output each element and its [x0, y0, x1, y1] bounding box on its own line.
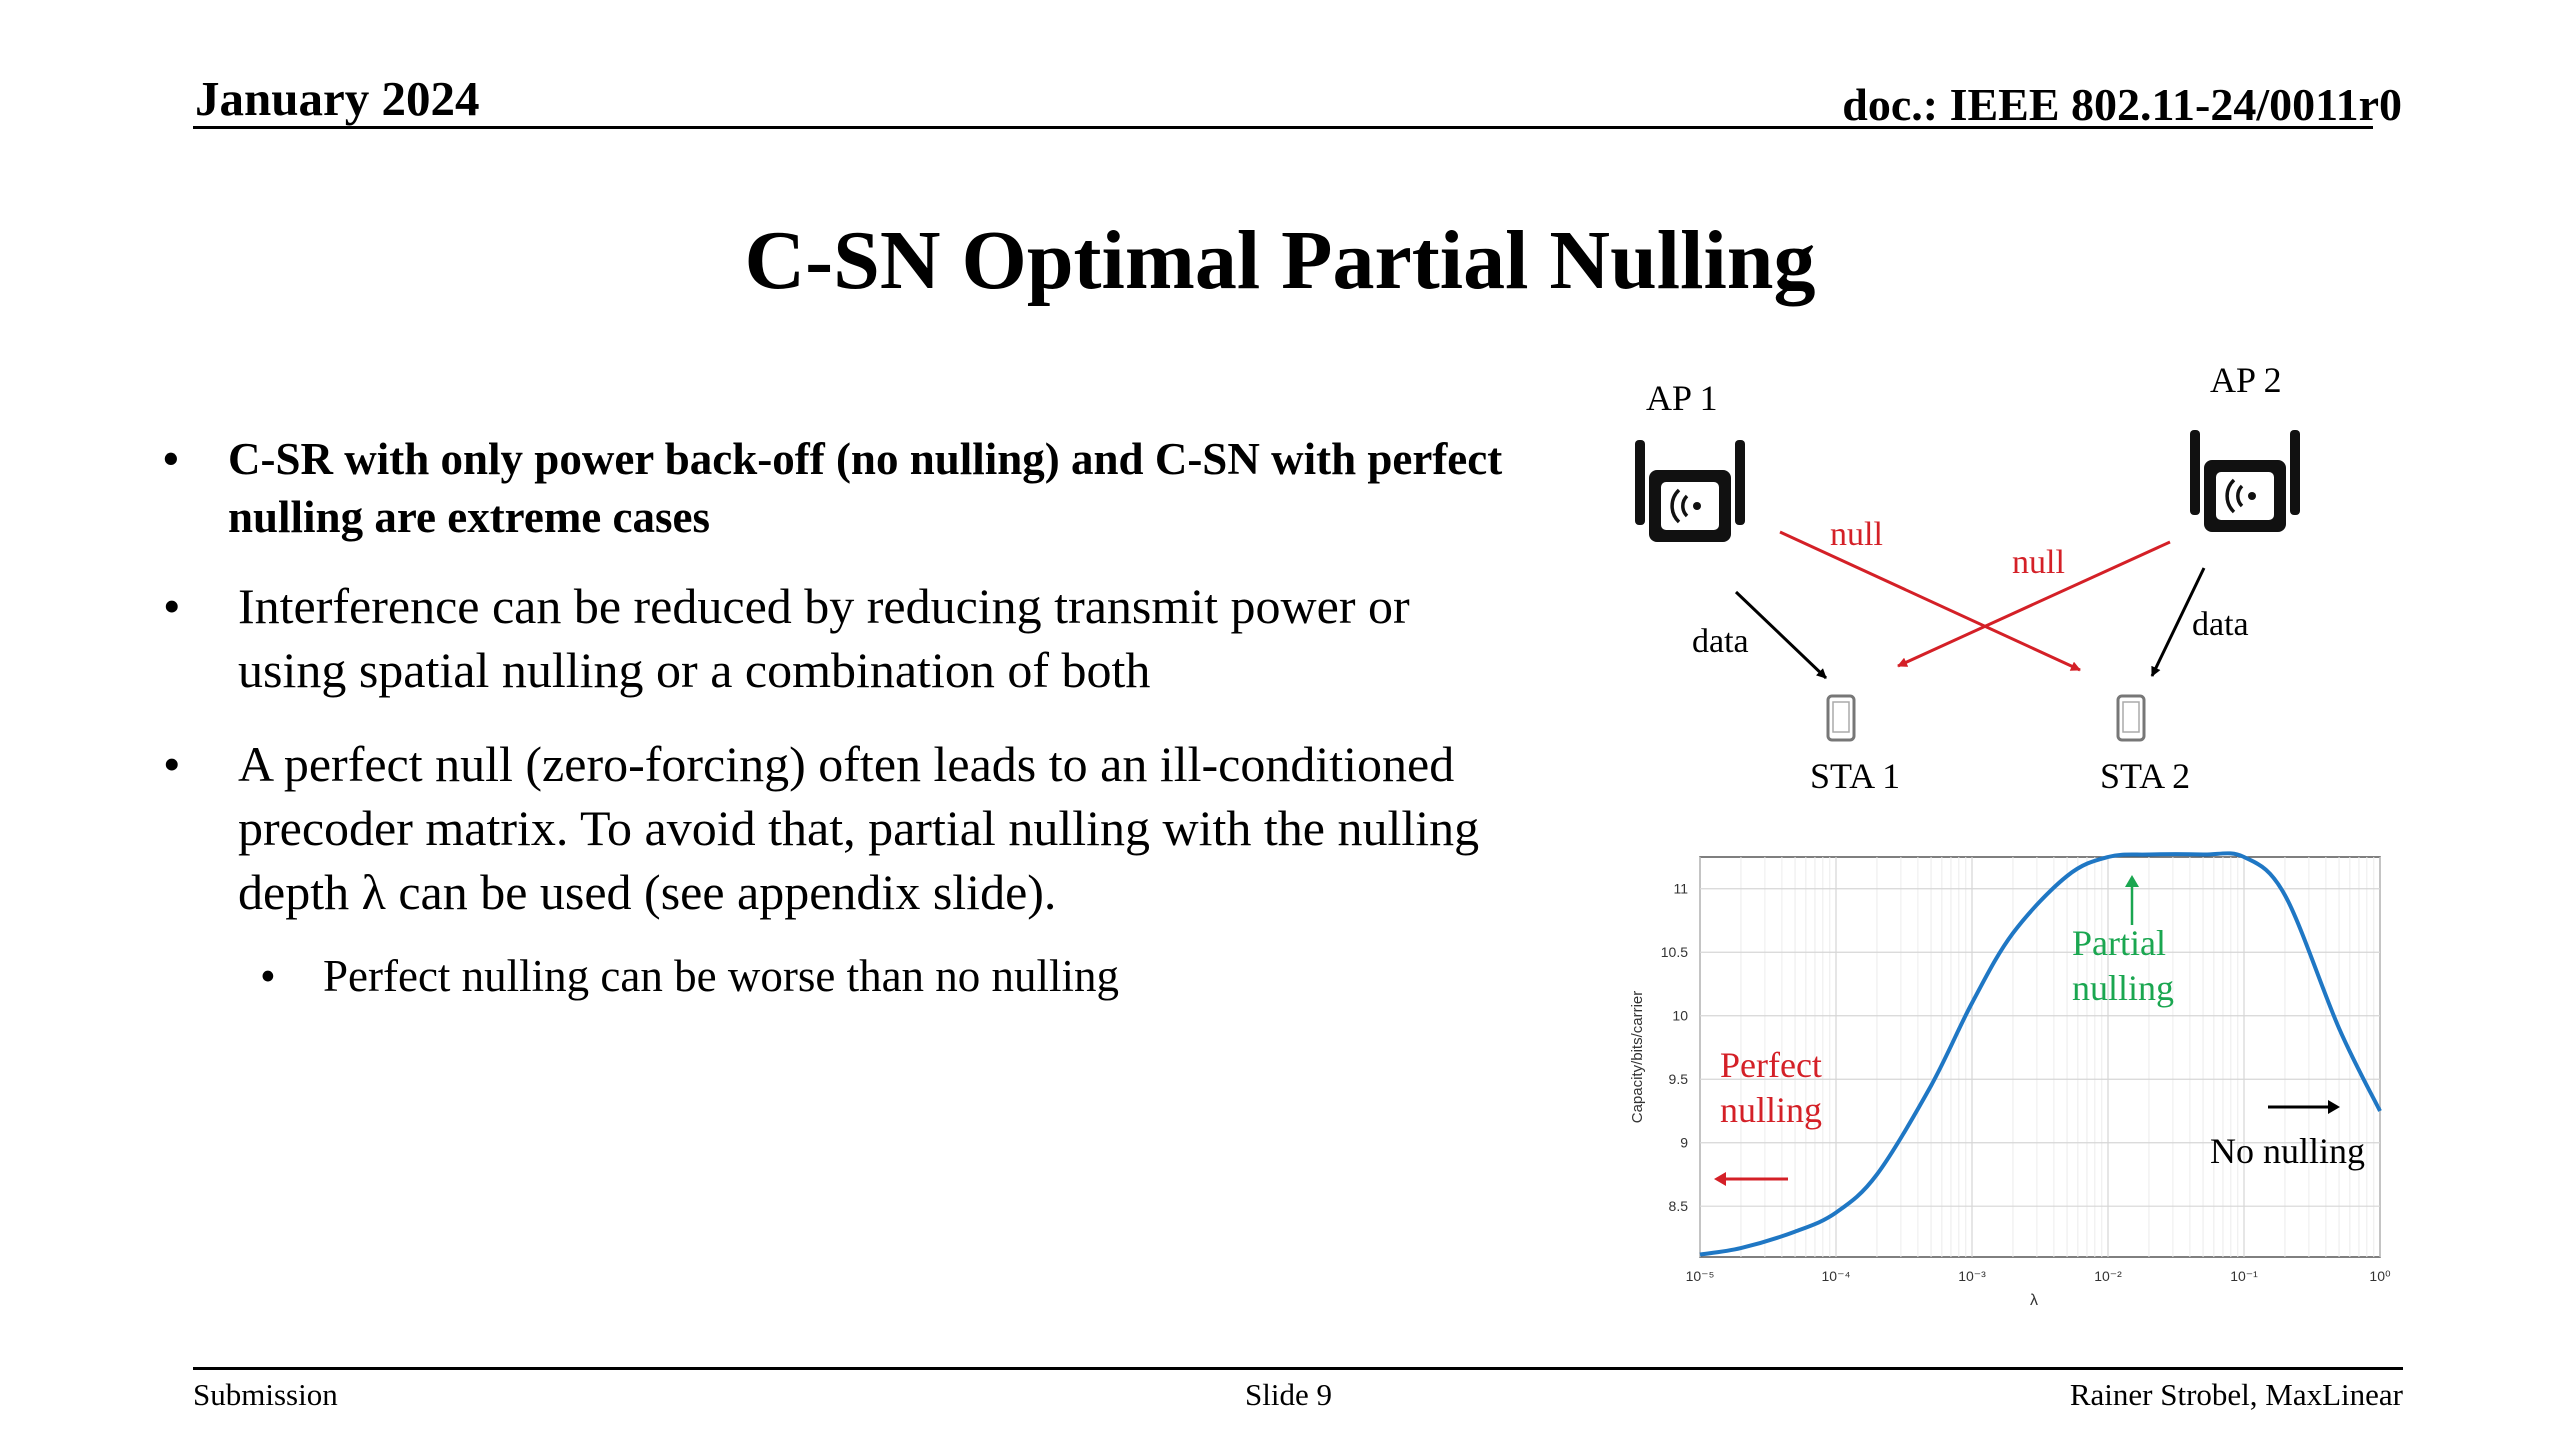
bullet-item: • Interference can be reduced by reducin… [158, 574, 1528, 702]
bullet-dot-icon: • [163, 578, 181, 634]
bullet-text: Interference can be reduced by reducing … [238, 578, 1410, 698]
footer-rule [193, 1367, 2403, 1370]
x-tick-label: 10⁰ [2369, 1268, 2391, 1284]
null-label-2: null [2012, 544, 2065, 581]
footer-author: Rainer Strobel, MaxLinear [2069, 1377, 2403, 1412]
network-diagram: AP 1 AP 2 null null data data STA 1 STA … [1635, 360, 2300, 796]
null-link-ap2-sta1 [1897, 540, 2171, 668]
ap1-access-point-icon [1635, 440, 1745, 542]
ap2-label: AP 2 [2210, 360, 2282, 400]
bullet-dot-icon: • [163, 434, 179, 484]
x-tick-label: 10⁻² [2094, 1268, 2122, 1284]
sta1-label: STA 1 [1810, 756, 1900, 796]
sta2-label: STA 2 [2100, 756, 2190, 796]
bullet-text: A perfect null (zero-forcing) often lead… [238, 736, 1480, 920]
ap2-access-point-icon [2190, 430, 2300, 532]
y-tick-label: 10 [1672, 1008, 1688, 1024]
bullet-dot-icon: • [163, 736, 181, 792]
ap1-label: AP 1 [1646, 378, 1718, 418]
bullet-item: • C-SR with only power back-off (no null… [158, 430, 1528, 546]
x-ticks: 10⁻⁵ 10⁻⁴ 10⁻³ 10⁻² 10⁻¹ 10⁰ [1686, 1268, 2391, 1284]
x-tick-label: 10⁻⁵ [1686, 1268, 1715, 1284]
y-tick-label: 8.5 [1669, 1198, 1689, 1214]
bullet-text: C-SR with only power back-off (no nullin… [228, 434, 1503, 542]
y-tick-label: 11 [1673, 881, 1688, 897]
no-nulling-label: No nulling [2210, 1131, 2365, 1171]
sub-bullet-item: • Perfect nulling can be worse than no n… [158, 946, 1528, 1006]
no-nulling-arrow-head [2328, 1100, 2340, 1114]
x-tick-label: 10⁻⁴ [1822, 1268, 1851, 1284]
data-link-ap1-sta1 [1734, 590, 1828, 680]
header-rule [193, 126, 2373, 129]
sub-bullet-text: Perfect nulling can be worse than no nul… [323, 951, 1120, 1001]
data-link-ap2-sta2 [2150, 567, 2206, 677]
chart-grid [1699, 857, 2381, 1257]
x-axis-label: λ [2030, 1292, 2038, 1309]
series-line-capacity [1699, 851, 2382, 1257]
header-date: January 2024 [195, 71, 480, 126]
sta2-mobile-phone-icon [2116, 694, 2146, 742]
y-tick-label: 10.5 [1661, 944, 1688, 960]
bullet-dot-icon: • [260, 951, 276, 1001]
partial-arrow-head [2125, 875, 2139, 887]
y-tick-label: 9.5 [1669, 1071, 1689, 1087]
partial-nulling-label: Partial nulling [2072, 923, 2175, 1008]
null-link-ap1-sta2 [1779, 530, 2081, 672]
y-axis-label: Capacity/bits/carrier [1629, 991, 1646, 1124]
bullet-list: • C-SR with only power back-off (no null… [158, 430, 1528, 1032]
footer-slide-number: Slide 9 [1245, 1377, 1332, 1412]
footer-submission: Submission [193, 1377, 338, 1412]
y-ticks: 8.5 9 9.5 10 10.5 11 [1661, 881, 1688, 1214]
perfect-arrow-head [1714, 1172, 1726, 1186]
header-doc-id: doc.: IEEE 802.11-24/0011r0 [1842, 79, 2402, 130]
sta1-mobile-phone-icon [1826, 694, 1856, 742]
null-label-1: null [1830, 516, 1883, 553]
y-tick-label: 9 [1680, 1135, 1688, 1151]
x-tick-label: 10⁻³ [1958, 1268, 1986, 1284]
data-label-2: data [2192, 606, 2249, 643]
x-tick-label: 10⁻¹ [2230, 1268, 2258, 1284]
bullet-item: • A perfect null (zero-forcing) often le… [158, 732, 1528, 924]
slide-title: C-SN Optimal Partial Nulling [744, 214, 1816, 307]
perfect-nulling-label: Perfect nulling [1720, 1045, 1831, 1130]
data-label-1: data [1692, 623, 1749, 660]
